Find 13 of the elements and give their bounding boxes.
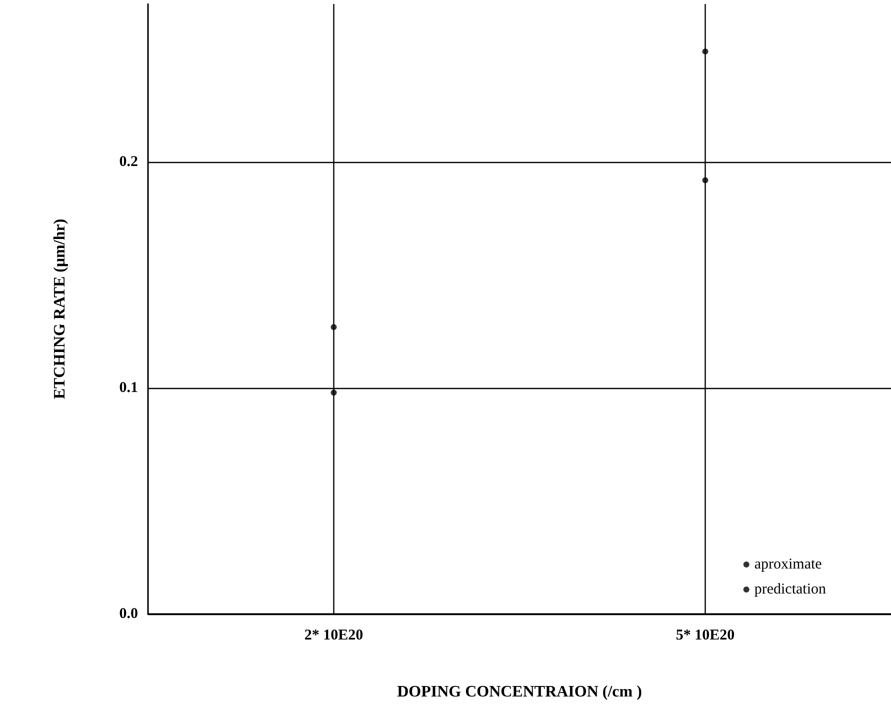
point bbox=[702, 48, 708, 54]
point bbox=[702, 177, 708, 184]
legend-label: predictation bbox=[754, 582, 826, 598]
y-tick-label: 0.1 bbox=[119, 380, 138, 396]
x-axis-title: DOPING CONCENTRAION (/cm ) bbox=[397, 684, 642, 700]
legend-label: aproximate bbox=[754, 556, 822, 572]
x-tick-label: 2* 10E20 bbox=[304, 628, 364, 644]
point bbox=[330, 324, 337, 330]
y-tick-label: 0.0 bbox=[119, 606, 138, 622]
point bbox=[330, 390, 337, 396]
x-tick-label: 5* 10E20 bbox=[676, 628, 735, 644]
y-axis-title: ETCHING RATE (μm/hr) bbox=[52, 218, 68, 400]
y-tick-label: 0.2 bbox=[119, 154, 138, 170]
